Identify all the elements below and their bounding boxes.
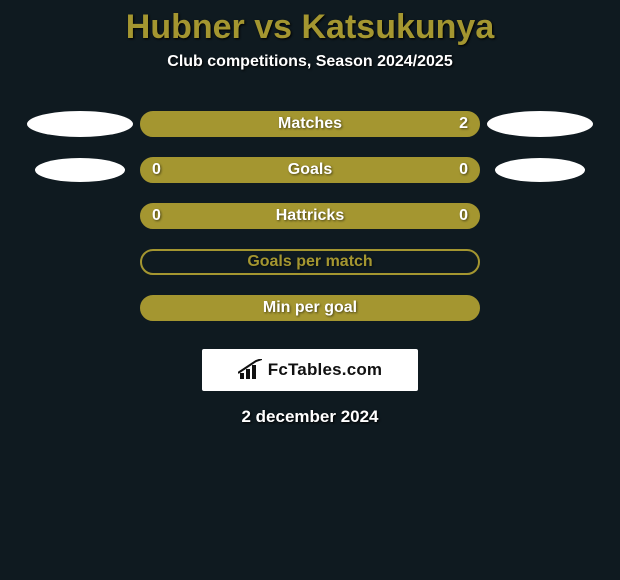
subtitle: Club competitions, Season 2024/2025 (0, 53, 620, 71)
stat-row: 0Goals0 (0, 147, 620, 193)
player1-avatar-placeholder (27, 111, 133, 137)
bar-chart-icon (238, 359, 262, 381)
stat-label: Min per goal (188, 299, 432, 317)
stat-label: Goals (188, 161, 432, 179)
stat-bar: Min per goal (140, 295, 480, 321)
stat-row: Min per goal (0, 285, 620, 331)
player2-avatar-placeholder (495, 158, 585, 182)
player2-name: Katsukunya (302, 8, 495, 46)
stat-row: Goals per match (0, 239, 620, 285)
stat-left-value: 0 (142, 161, 188, 179)
left-side (20, 111, 140, 137)
comparison-rows: Matches20Goals00Hattricks0Goals per matc… (0, 101, 620, 331)
right-side (480, 158, 600, 182)
stat-left-value: 0 (142, 207, 188, 225)
player1-avatar-placeholder (35, 158, 125, 182)
stat-bar: 0Goals0 (140, 157, 480, 183)
right-side (480, 111, 600, 137)
stat-right-value: 2 (432, 115, 478, 133)
logo-box: FcTables.com (202, 349, 418, 391)
player1-name: Hubner (126, 8, 245, 46)
left-side (20, 158, 140, 182)
logo-text: FcTables.com (268, 360, 383, 380)
stat-label: Goals per match (188, 253, 432, 271)
date-label: 2 december 2024 (0, 407, 620, 427)
stat-bar: Matches2 (140, 111, 480, 137)
vs-label: vs (254, 8, 292, 46)
page-title: Hubner vs Katsukunya (0, 0, 620, 47)
stat-label: Hattricks (188, 207, 432, 225)
stat-bar: Goals per match (140, 249, 480, 275)
stat-bar: 0Hattricks0 (140, 203, 480, 229)
stat-row: Matches2 (0, 101, 620, 147)
stat-row: 0Hattricks0 (0, 193, 620, 239)
stat-label: Matches (188, 115, 432, 133)
player2-avatar-placeholder (487, 111, 593, 137)
stat-right-value: 0 (432, 207, 478, 225)
stat-right-value: 0 (432, 161, 478, 179)
